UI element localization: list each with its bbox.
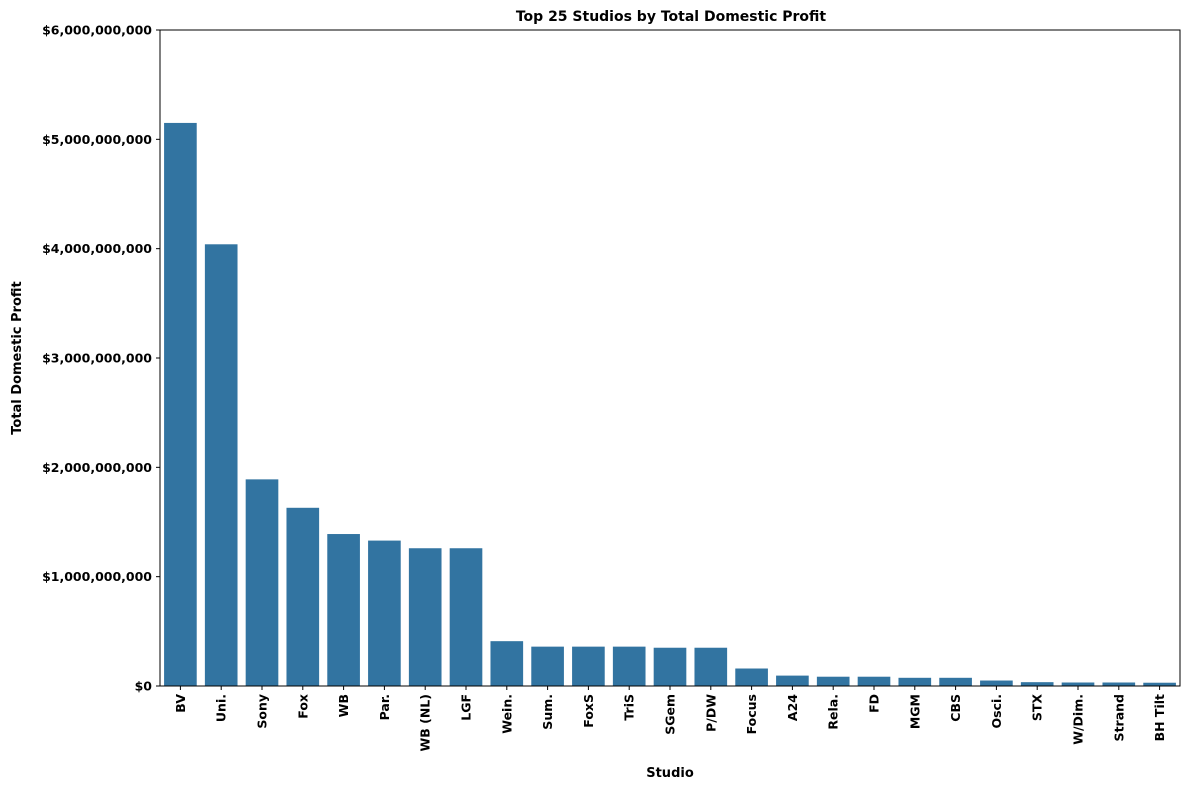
y-axis-label: Total Domestic Profit xyxy=(10,281,25,435)
bar-3 xyxy=(286,507,320,686)
bar-4 xyxy=(327,534,360,686)
y-tick-label-4: $4,000,000,000 xyxy=(42,241,152,256)
bar-0 xyxy=(164,122,197,687)
bar-2 xyxy=(245,479,279,686)
bars-group xyxy=(164,122,1176,687)
y-tick-label-0: $0 xyxy=(135,679,153,694)
x-tick-label-23: Strand xyxy=(1111,694,1126,741)
x-axis-label: Studio xyxy=(646,766,694,781)
x-tick-label-15: A24 xyxy=(785,694,800,721)
bar-22 xyxy=(1061,682,1095,686)
x-tick-label-2: Sony xyxy=(255,694,270,729)
x-tick-label-9: Sum. xyxy=(540,694,555,730)
x-axis-ticks: BV Uni. Sony Fox WB Par. WB (NL) LGF Wein. Sum. Fo… xyxy=(173,686,1167,752)
bar-7 xyxy=(449,548,483,686)
x-tick-label-24: BH Tilt xyxy=(1152,694,1167,741)
bar-11 xyxy=(612,646,646,686)
bar-8 xyxy=(490,641,524,686)
x-tick-label-18: MGM xyxy=(907,694,922,729)
x-tick-label-20: Osci. xyxy=(989,694,1004,729)
x-tick-label-11: TriS xyxy=(622,694,637,721)
x-tick-label-5: Par. xyxy=(377,694,392,720)
bar-23 xyxy=(1102,682,1136,686)
bar-13 xyxy=(694,647,728,686)
chart-title: Top 25 Studios by Total Domestic Profit xyxy=(516,9,827,25)
x-tick-label-7: LGF xyxy=(459,694,474,721)
bar-16 xyxy=(816,676,850,686)
bar-17 xyxy=(857,676,891,686)
x-tick-label-3: Fox xyxy=(295,694,310,719)
y-tick-label-5: $5,000,000,000 xyxy=(42,132,152,147)
bar-9 xyxy=(531,646,564,686)
y-tick-label-6: $6,000,000,000 xyxy=(42,23,152,38)
x-tick-label-8: Wein. xyxy=(499,694,514,734)
x-tick-label-17: FD xyxy=(867,694,882,713)
plot-frame xyxy=(159,29,1181,687)
x-tick-label-16: Rela. xyxy=(826,694,841,730)
x-tick-label-13: P/DW xyxy=(703,694,718,732)
bar-5 xyxy=(368,540,401,686)
x-tick-label-1: Uni. xyxy=(214,694,229,722)
x-tick-label-4: WB xyxy=(336,694,351,717)
bar-10 xyxy=(572,646,605,686)
y-axis-ticks: $0 $1,000,000,000 $2,000,000,000 $3,000,000… xyxy=(42,23,160,694)
x-tick-label-22: W/Dim. xyxy=(1071,694,1086,745)
bar-6 xyxy=(408,548,442,686)
bar-15 xyxy=(776,675,809,686)
y-tick-label-2: $2,000,000,000 xyxy=(42,460,152,475)
bar-19 xyxy=(939,677,972,686)
bar-24 xyxy=(1143,682,1176,686)
bar-20 xyxy=(980,680,1013,686)
y-tick-label-1: $1,000,000,000 xyxy=(42,569,152,584)
bar-21 xyxy=(1020,682,1054,686)
bar-18 xyxy=(898,677,932,686)
bar-14 xyxy=(735,668,768,686)
x-tick-label-12: SGem xyxy=(663,694,678,735)
x-tick-label-21: STX xyxy=(1030,694,1045,722)
y-tick-label-3: $3,000,000,000 xyxy=(42,351,152,366)
x-tick-label-10: FoxS xyxy=(581,694,596,728)
x-tick-label-6: WB (NL) xyxy=(418,694,433,752)
x-tick-label-0: BV xyxy=(173,694,188,713)
x-tick-label-19: CBS xyxy=(948,694,963,722)
x-tick-label-14: Focus xyxy=(744,694,759,734)
bar-1 xyxy=(204,244,238,687)
bar-12 xyxy=(653,647,687,686)
